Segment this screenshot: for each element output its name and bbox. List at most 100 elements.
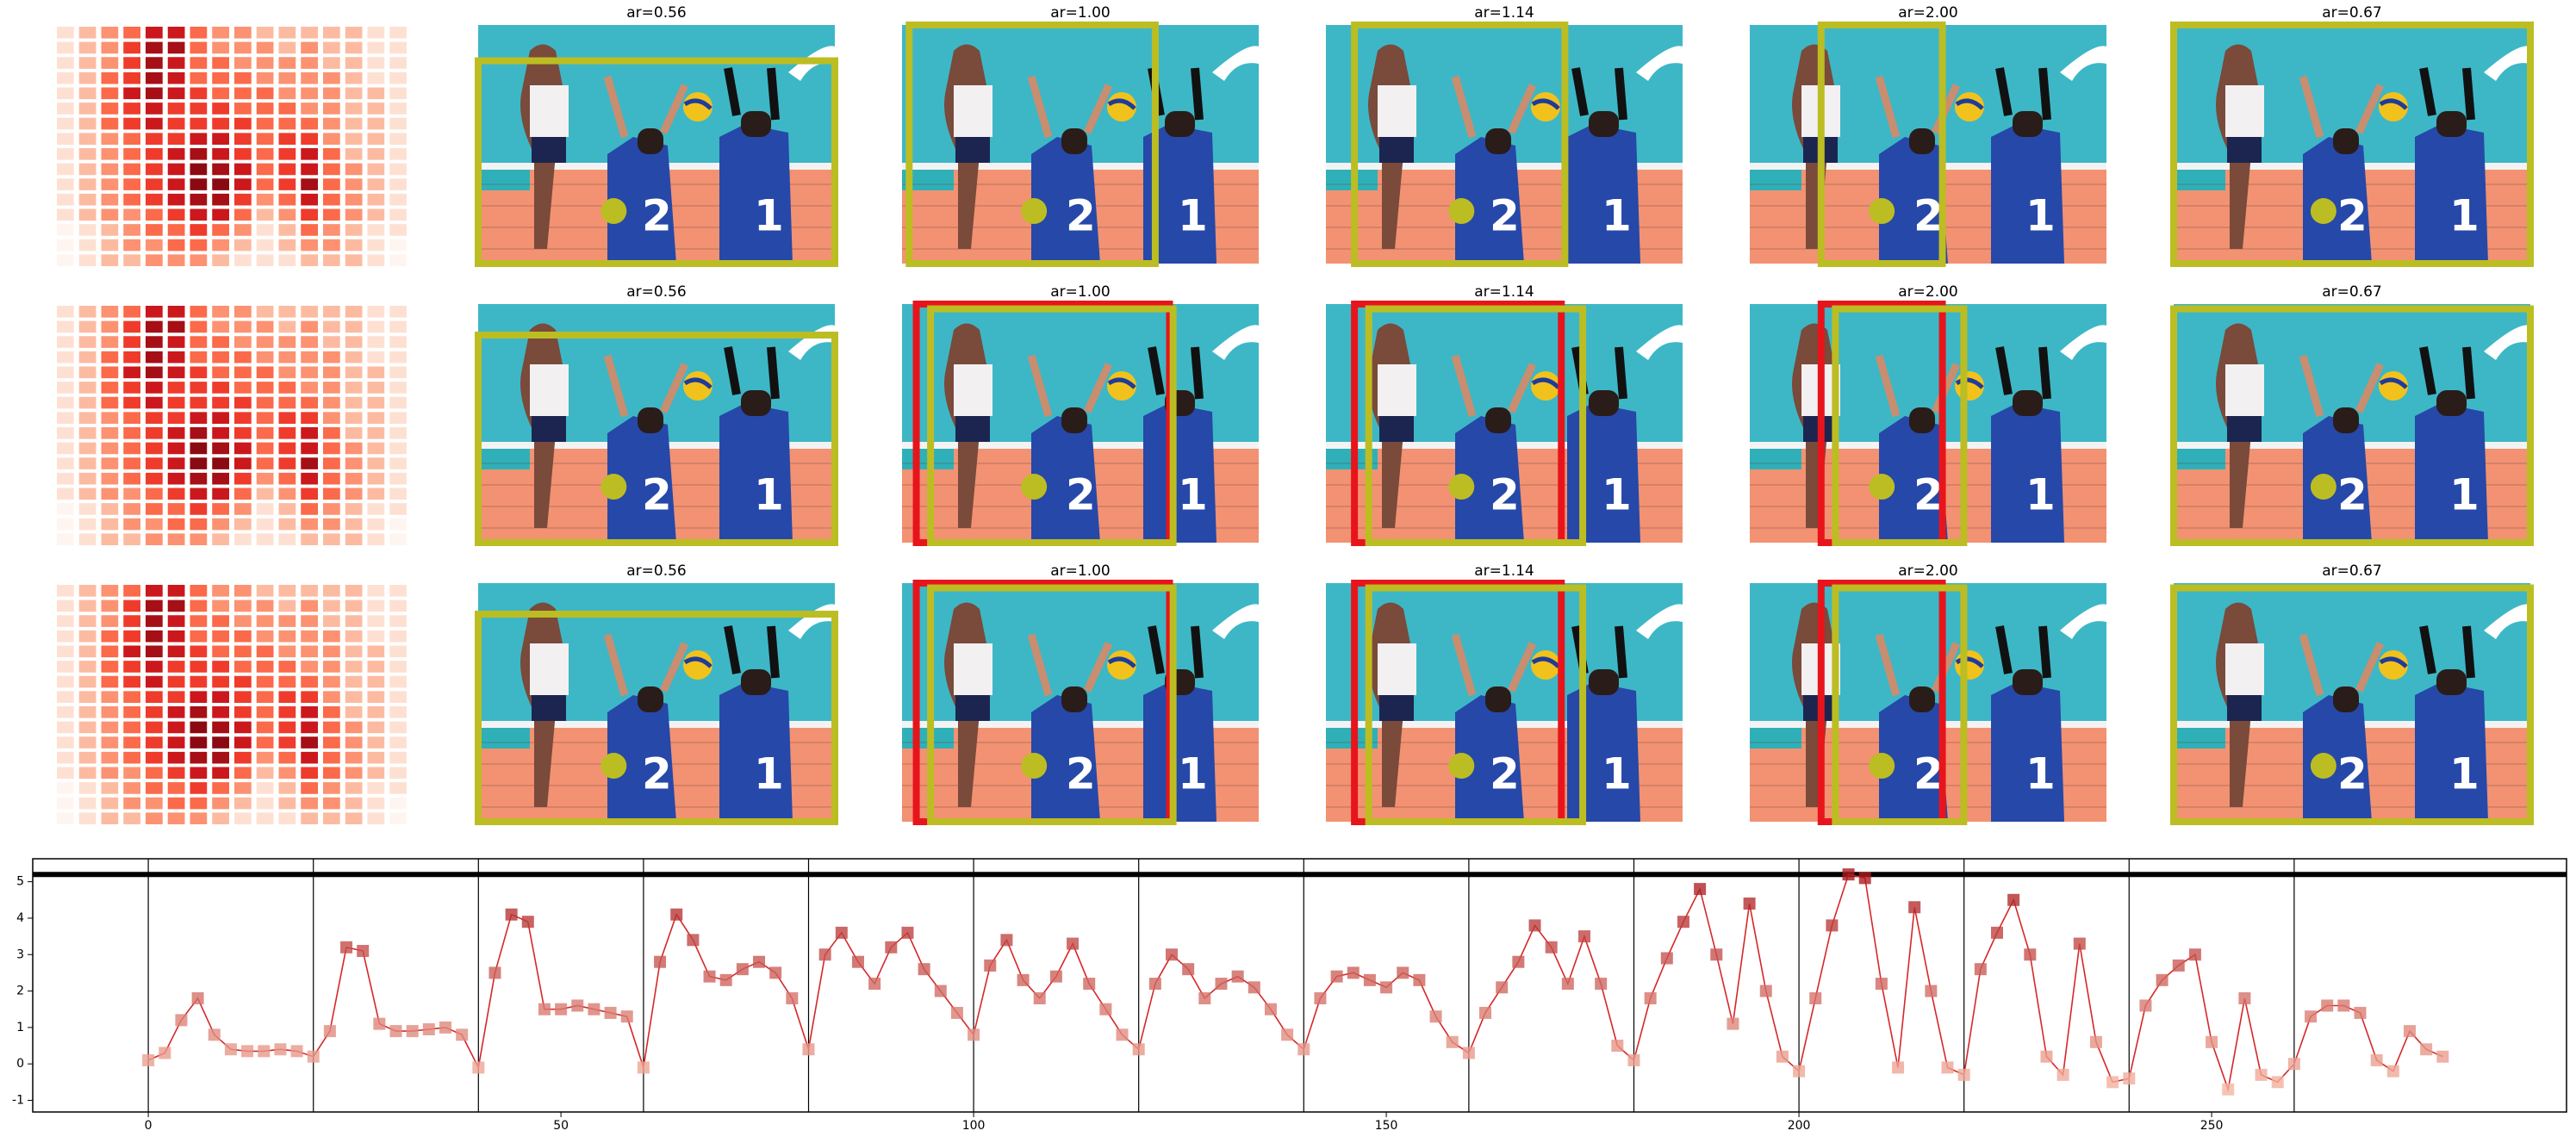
marker bbox=[1132, 1043, 1145, 1056]
heatmap-cell bbox=[256, 782, 274, 794]
heatmap-cell bbox=[345, 751, 363, 764]
marker bbox=[1512, 955, 1525, 968]
heatmap-cell bbox=[256, 751, 274, 764]
heatmap-cell bbox=[345, 41, 363, 54]
heatmap-cell bbox=[323, 675, 340, 688]
heatmap-cell bbox=[190, 57, 208, 69]
heatmap-cell bbox=[256, 396, 274, 409]
heatmap-cell bbox=[301, 503, 318, 515]
marker bbox=[2403, 1025, 2416, 1038]
heatmap-cell bbox=[167, 117, 185, 130]
heatmap-cell bbox=[389, 518, 407, 531]
heatmap-cell bbox=[101, 320, 119, 333]
marker bbox=[538, 1003, 551, 1016]
heatmap-cell bbox=[146, 691, 163, 703]
heatmap-cell bbox=[323, 320, 340, 333]
y-tick-label: 2 bbox=[16, 985, 24, 998]
marker bbox=[637, 1061, 650, 1074]
heatmap-cell bbox=[57, 117, 74, 130]
marker bbox=[1660, 952, 1673, 965]
heatmap-cell bbox=[167, 239, 185, 252]
marker bbox=[1627, 1053, 1640, 1066]
heatmap-cell bbox=[367, 751, 385, 764]
heatmap-cell bbox=[123, 178, 140, 190]
heatmap-cell bbox=[78, 518, 96, 531]
heatmap-cell bbox=[234, 224, 252, 236]
heatmap-cell bbox=[146, 736, 163, 749]
marker bbox=[1248, 981, 1260, 994]
heatmap-cell bbox=[167, 661, 185, 673]
heatmap-cell bbox=[57, 585, 74, 597]
heatmap-cell bbox=[212, 117, 229, 130]
heatmap-cell bbox=[367, 193, 385, 206]
heatmap-cell bbox=[146, 27, 163, 39]
marker bbox=[2386, 1065, 2399, 1078]
heatmap-cell bbox=[190, 533, 208, 545]
heatmap-cell bbox=[146, 488, 163, 500]
heatmap-cell bbox=[389, 351, 407, 363]
heatmap-cell bbox=[212, 736, 229, 749]
heatmap-cell bbox=[323, 706, 340, 718]
heatmap-cell bbox=[323, 306, 340, 318]
heatmap-cell bbox=[367, 812, 385, 824]
heatmap-cell bbox=[123, 351, 140, 363]
heatmap-cell bbox=[167, 102, 185, 115]
heatmap-cell bbox=[301, 382, 318, 394]
heatmap-cell bbox=[301, 254, 318, 266]
heatmap-cell bbox=[256, 336, 274, 348]
heatmap-cell bbox=[78, 71, 96, 84]
heatmap-cell bbox=[123, 382, 140, 394]
heatmap-cell bbox=[212, 57, 229, 69]
heatmap-cell bbox=[78, 117, 96, 130]
heatmap-cell bbox=[78, 706, 96, 718]
heatmap-cell bbox=[278, 57, 296, 69]
heatmap-cell bbox=[234, 366, 252, 379]
panel-image bbox=[1326, 304, 1683, 543]
heatmap-cell bbox=[57, 488, 74, 500]
marker bbox=[1875, 978, 1888, 991]
marker bbox=[2255, 1068, 2268, 1081]
heatmap-cell bbox=[123, 148, 140, 160]
marker bbox=[1462, 1047, 1475, 1059]
heatmap-cell bbox=[78, 239, 96, 252]
heatmap-cell bbox=[234, 661, 252, 673]
heatmap-cell bbox=[389, 442, 407, 455]
heatmap-cell bbox=[389, 736, 407, 749]
heatmap-cell bbox=[367, 706, 385, 718]
heatmap-cell bbox=[389, 615, 407, 627]
marker bbox=[604, 1006, 617, 1019]
marker bbox=[2370, 1053, 2383, 1066]
heatmap-cell bbox=[212, 691, 229, 703]
heatmap-cell bbox=[278, 193, 296, 206]
heatmap-cell bbox=[123, 736, 140, 749]
heatmap-cell bbox=[345, 351, 363, 363]
heatmap-cell bbox=[389, 366, 407, 379]
heatmap-cell bbox=[345, 178, 363, 190]
heatmap-cell bbox=[389, 133, 407, 145]
heatmap-cell bbox=[167, 767, 185, 780]
center-dot bbox=[2310, 753, 2336, 780]
heatmap-cell bbox=[323, 751, 340, 764]
yellow-box bbox=[475, 57, 838, 267]
heatmap-cell bbox=[345, 488, 363, 500]
heatmap-cell bbox=[190, 351, 208, 363]
marker bbox=[422, 1022, 435, 1035]
marker bbox=[175, 1014, 188, 1027]
center-dot bbox=[1869, 753, 1895, 780]
heatmap-cell bbox=[190, 336, 208, 348]
heatmap-cell bbox=[212, 427, 229, 439]
heatmap-cell bbox=[345, 306, 363, 318]
heatmap-cell bbox=[190, 645, 208, 658]
heatmap-cell bbox=[278, 27, 296, 39]
heatmap-cell bbox=[278, 208, 296, 221]
heatmap-cell bbox=[146, 427, 163, 439]
heatmap-cell bbox=[323, 27, 340, 39]
heatmap-cell bbox=[167, 57, 185, 69]
heatmap-cell bbox=[367, 675, 385, 688]
center-dot bbox=[1021, 753, 1048, 780]
heatmap-cell bbox=[278, 87, 296, 100]
heatmap-cell bbox=[78, 751, 96, 764]
x-tick-label: 250 bbox=[2200, 1119, 2224, 1133]
heatmap-cell bbox=[278, 117, 296, 130]
heatmap-cell bbox=[146, 585, 163, 597]
